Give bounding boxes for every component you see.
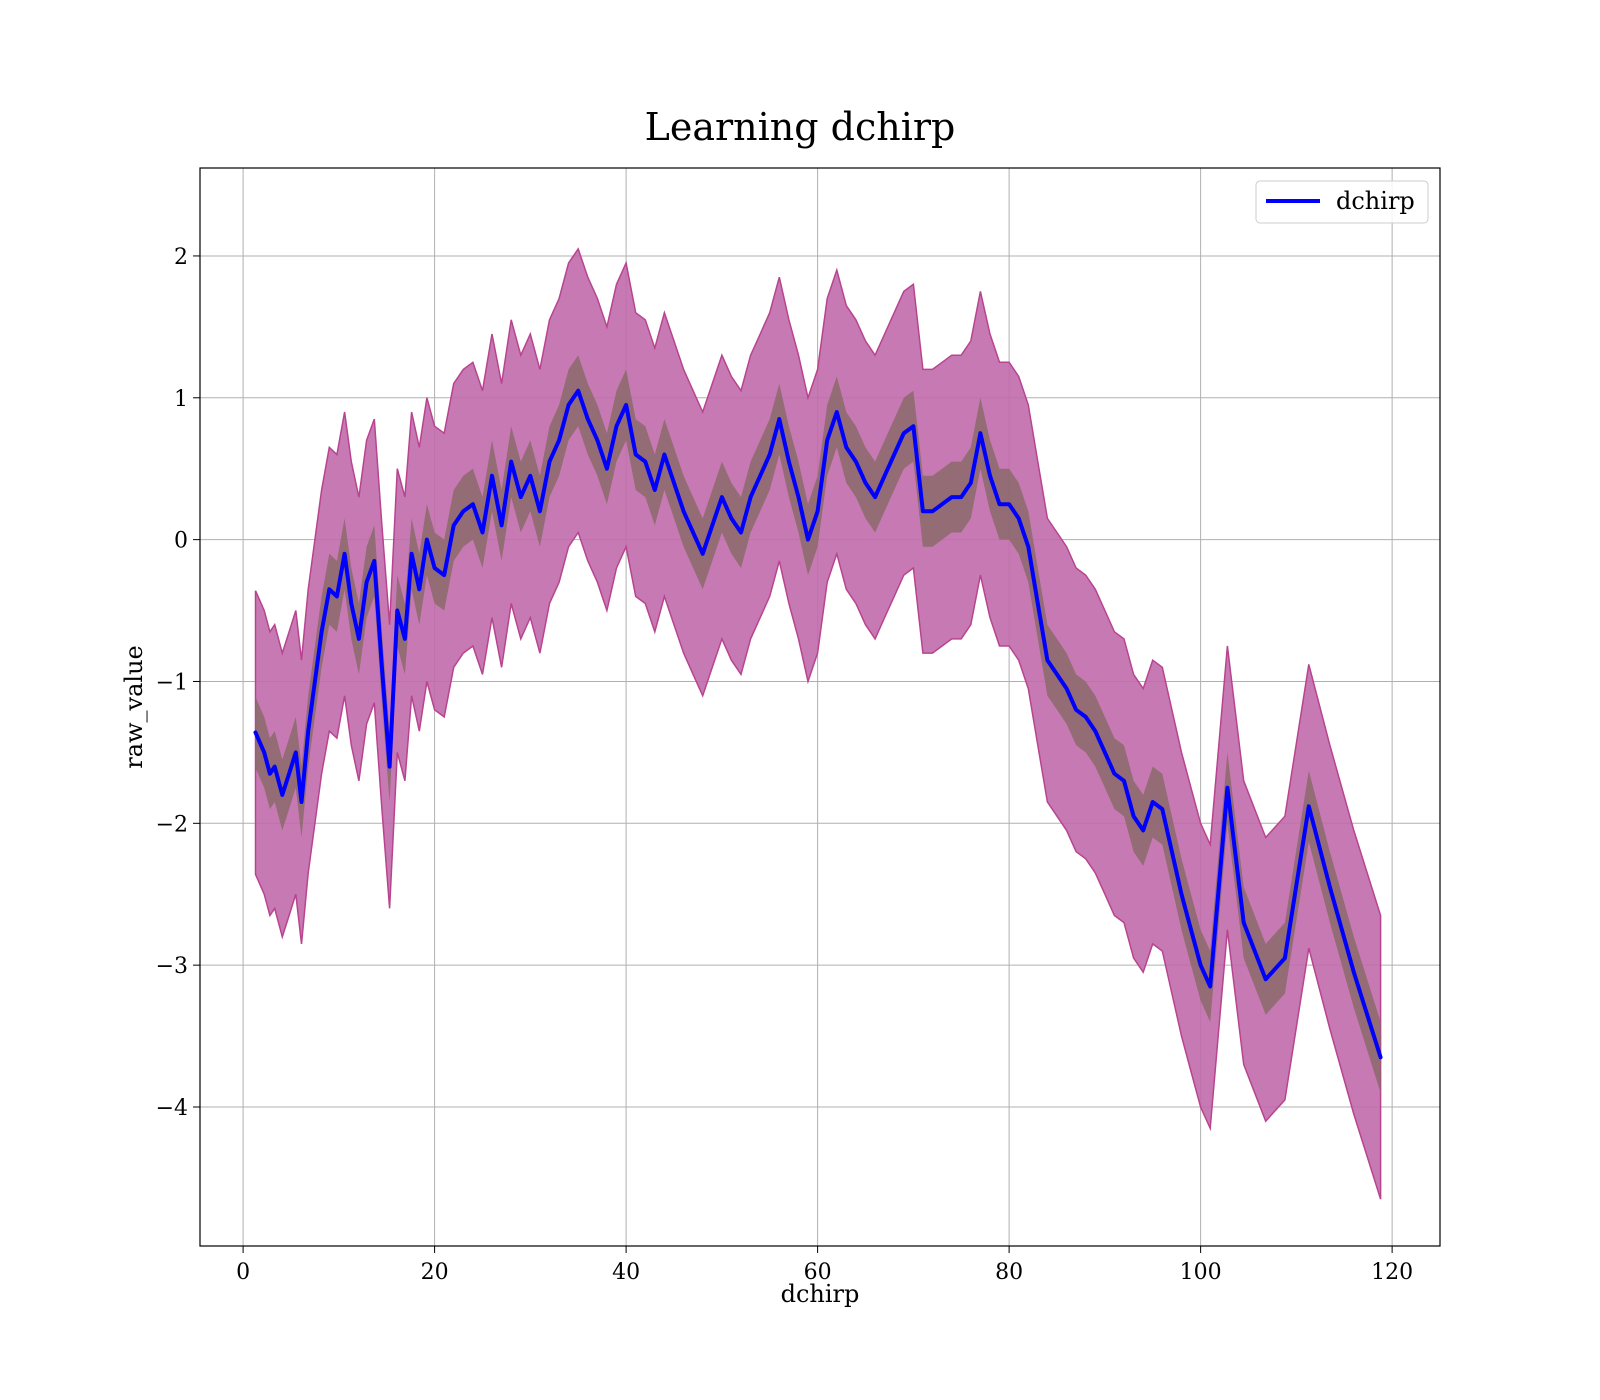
chart-title: Learning dchirp xyxy=(645,105,956,149)
y-tick-label: −1 xyxy=(156,670,188,695)
x-tick-label: 120 xyxy=(1371,1260,1413,1285)
x-tick-label: 100 xyxy=(1180,1260,1222,1285)
y-tick-label: −3 xyxy=(156,954,188,979)
x-tick-label: 60 xyxy=(804,1260,832,1285)
legend: dchirp xyxy=(1255,180,1429,224)
legend-label: dchirp xyxy=(1336,187,1415,215)
y-tick-label: 1 xyxy=(174,387,188,412)
x-tick-label: 0 xyxy=(236,1260,250,1285)
series-line-dchirp xyxy=(253,388,1383,1060)
y-axis-label: raw_value xyxy=(120,645,148,769)
x-tick-label: 80 xyxy=(995,1260,1023,1285)
x-tick-label: 20 xyxy=(421,1260,449,1285)
plot-frame xyxy=(199,167,1441,1247)
series-lines xyxy=(253,388,1383,1060)
y-tick-label: −4 xyxy=(156,1096,188,1121)
x-tick-label: 40 xyxy=(612,1260,640,1285)
y-tick-label: 0 xyxy=(174,529,188,554)
legend-box xyxy=(1255,180,1429,224)
y-tick-label: −2 xyxy=(156,812,188,837)
y-axis-ticks: −4 −3 −2 −1 0 1 2 xyxy=(156,245,200,1121)
x-axis-label: dchirp xyxy=(781,1280,860,1308)
y-tick-label: 2 xyxy=(174,245,188,270)
x-axis-ticks: 0 20 40 60 80 100 120 xyxy=(236,1246,1413,1285)
